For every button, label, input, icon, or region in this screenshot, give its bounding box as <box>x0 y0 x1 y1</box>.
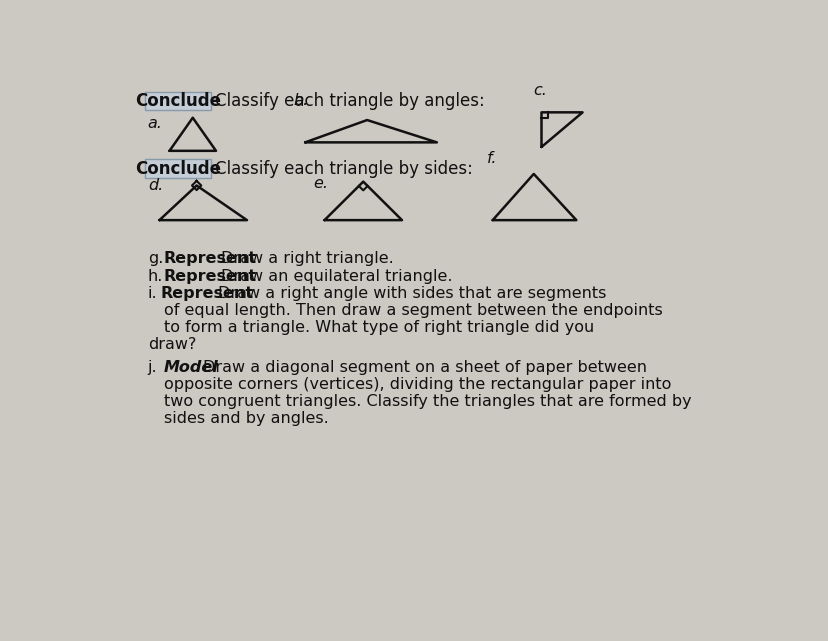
Text: a.: a. <box>147 116 162 131</box>
Text: Classify each triangle by sides:: Classify each triangle by sides: <box>215 160 473 178</box>
Text: Conclude: Conclude <box>135 92 221 110</box>
Text: draw?: draw? <box>147 337 196 352</box>
Text: f.: f. <box>487 151 497 166</box>
Text: sides and by angles.: sides and by angles. <box>164 411 329 426</box>
Text: Draw an equilateral triangle.: Draw an equilateral triangle. <box>221 269 452 284</box>
Text: Draw a right angle with sides that are segments: Draw a right angle with sides that are s… <box>218 287 606 301</box>
Text: d.: d. <box>147 178 163 193</box>
Text: two congruent triangles. Classify the triangles that are formed by: two congruent triangles. Classify the tr… <box>164 394 691 409</box>
Text: Represent: Represent <box>163 269 256 284</box>
Text: g.: g. <box>147 251 163 266</box>
Text: b.: b. <box>293 94 308 108</box>
Text: opposite corners (vertices), dividing the rectangular paper into: opposite corners (vertices), dividing th… <box>164 377 671 392</box>
Text: h.: h. <box>147 269 163 284</box>
Text: i.: i. <box>147 287 157 301</box>
FancyBboxPatch shape <box>145 92 210 110</box>
Text: Represent: Represent <box>160 287 253 301</box>
Text: Conclude: Conclude <box>135 160 221 178</box>
Text: of equal length. Then draw a segment between the endpoints: of equal length. Then draw a segment bet… <box>164 303 662 319</box>
Text: c.: c. <box>533 83 547 99</box>
Text: Classify each triangle by angles:: Classify each triangle by angles: <box>215 92 484 110</box>
Text: Draw a right triangle.: Draw a right triangle. <box>221 251 393 266</box>
Text: j.: j. <box>147 360 157 375</box>
Text: Model: Model <box>164 360 219 375</box>
FancyBboxPatch shape <box>145 160 210 178</box>
Text: Represent: Represent <box>163 251 256 266</box>
Text: e.: e. <box>312 176 328 191</box>
Text: to form a triangle. What type of right triangle did you: to form a triangle. What type of right t… <box>164 320 594 335</box>
Text: Draw a diagonal segment on a sheet of paper between: Draw a diagonal segment on a sheet of pa… <box>203 360 646 375</box>
